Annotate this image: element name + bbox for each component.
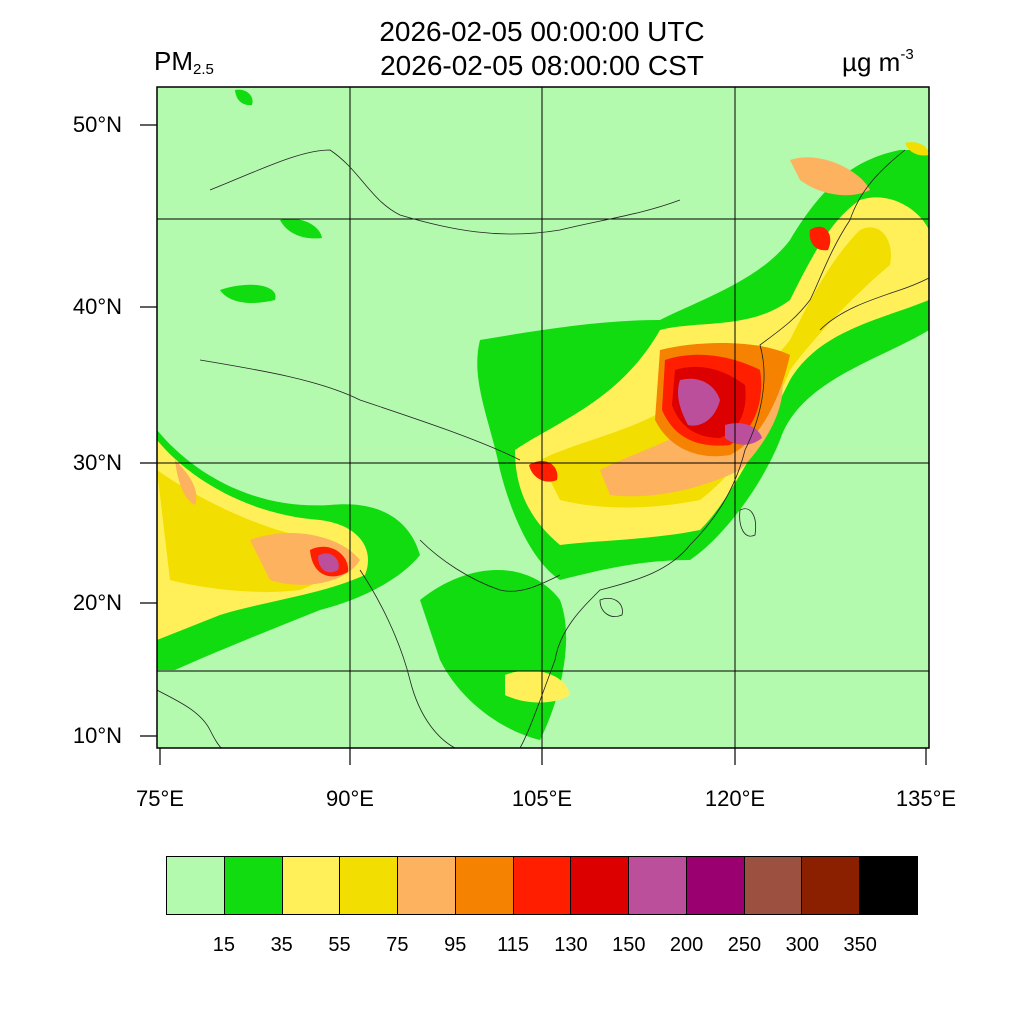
plume-east-coast-purple xyxy=(725,423,762,445)
unit-exponent: -3 xyxy=(900,46,914,63)
axis-ticks xyxy=(140,124,927,765)
colorbar-swatch xyxy=(282,857,341,914)
coastline-hainan xyxy=(599,598,623,617)
unit-base: µg m xyxy=(842,47,901,77)
border-tibet xyxy=(199,359,521,461)
colorbar-label: 15 xyxy=(212,934,235,956)
colorbar-label: 95 xyxy=(444,934,467,956)
plume-south-asia-hotspot xyxy=(175,460,197,505)
coastline-east-asia xyxy=(519,149,906,749)
unit-label: µg m-3 xyxy=(842,46,914,78)
colorbar-label: 115 xyxy=(497,934,529,956)
title-utc: 2026-02-05 00:00:00 UTC xyxy=(379,16,705,47)
colorbar-label: 55 xyxy=(328,934,351,956)
plume-northeast-orange xyxy=(790,157,870,196)
patch-top-right xyxy=(905,142,929,156)
lon-label-120e: 120°E xyxy=(704,786,766,811)
colorbar-swatch xyxy=(340,857,399,914)
graticule xyxy=(157,87,929,748)
colorbar-swatch xyxy=(398,857,456,914)
lon-label-90e: 90°E xyxy=(326,786,374,811)
lon-label-75e: 75°E xyxy=(136,786,184,811)
patch-north xyxy=(280,218,322,239)
border-north xyxy=(209,149,681,235)
plume-south-asia-purple xyxy=(318,553,339,573)
colorbar-label: 130 xyxy=(554,934,588,956)
variable-subscript: 2.5 xyxy=(193,61,214,78)
colorbar-label: 200 xyxy=(669,934,704,956)
colorbar-swatch xyxy=(744,857,803,914)
lon-label-105e: 105°E xyxy=(511,786,573,811)
colorbar-swatch xyxy=(455,857,514,914)
variable-name: PM xyxy=(154,46,193,76)
colorbar-swatch xyxy=(167,857,225,914)
colorbar-label: 250 xyxy=(727,934,762,956)
colorbar xyxy=(166,856,918,915)
colorbar-label: 350 xyxy=(843,934,877,956)
variable-label: PM2.5 xyxy=(154,46,214,78)
plume-northeast-red xyxy=(809,226,831,251)
coastline-korea-japan xyxy=(819,277,930,331)
colorbar-swatch xyxy=(629,857,687,914)
colorbar-swatch xyxy=(802,857,861,914)
plume-east-china-gold xyxy=(540,227,891,508)
plume-east-china-purple xyxy=(677,378,720,426)
plume-southeast-asia-yellow xyxy=(505,670,570,703)
colorbar-label: 35 xyxy=(270,934,293,956)
lon-label-135e: 135°E xyxy=(895,786,957,811)
colorbar-label: 300 xyxy=(785,934,819,956)
colorbar-swatch xyxy=(686,857,745,914)
border-south xyxy=(419,539,561,592)
colorbar-label: 75 xyxy=(386,934,409,956)
coastline-bay-of-bengal xyxy=(359,569,456,749)
lat-label-50n: 50°N xyxy=(72,112,122,137)
coastline-india-south xyxy=(156,689,223,749)
lat-label-40n: 40°N xyxy=(72,294,122,319)
boundaries xyxy=(156,149,930,749)
map-field xyxy=(157,87,929,748)
lat-label-20n: 20°N xyxy=(72,590,122,615)
patch-top xyxy=(235,89,253,106)
plume-sichuan-red xyxy=(529,460,558,482)
colorbar-label: 150 xyxy=(612,934,646,956)
lat-label-30n: 30°N xyxy=(72,450,122,475)
colorbar-swatch xyxy=(571,857,630,914)
patch-central-asia xyxy=(220,284,276,303)
title-cst: 2026-02-05 08:00:00 CST xyxy=(380,50,704,81)
colorbar-swatch xyxy=(513,857,572,914)
coastline-taiwan xyxy=(739,508,757,537)
colorbar-swatch xyxy=(224,857,283,914)
colorbar-swatch xyxy=(860,857,917,914)
lat-label-10n: 10°N xyxy=(72,723,122,748)
map-frame xyxy=(156,86,930,749)
